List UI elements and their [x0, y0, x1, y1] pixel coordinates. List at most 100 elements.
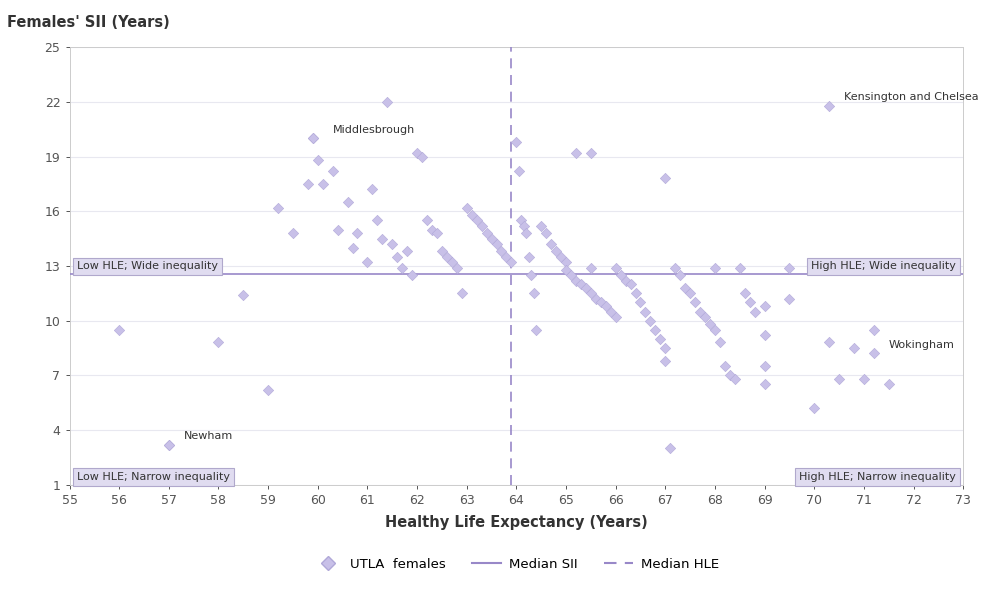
- Point: [508, 137, 524, 147]
- Point: [831, 374, 847, 384]
- Point: [717, 362, 733, 371]
- Point: [489, 239, 504, 249]
- Point: [742, 298, 758, 307]
- Point: [498, 252, 514, 262]
- Point: [608, 263, 624, 272]
- Point: [516, 221, 532, 230]
- Point: [757, 301, 773, 311]
- Point: [538, 228, 554, 238]
- Point: [521, 252, 537, 262]
- Point: [821, 337, 837, 347]
- Point: [846, 343, 862, 353]
- Point: [657, 343, 673, 353]
- Point: [757, 362, 773, 371]
- Point: [757, 379, 773, 389]
- Point: [633, 298, 648, 307]
- Point: [702, 320, 718, 329]
- Legend: UTLA  females, Median SII, Median HLE: UTLA females, Median SII, Median HLE: [308, 553, 725, 576]
- Point: [881, 379, 897, 389]
- Point: [176, 263, 192, 272]
- Point: [558, 258, 574, 267]
- Point: [553, 252, 569, 262]
- Point: [866, 325, 882, 335]
- Point: [628, 288, 643, 298]
- Point: [374, 234, 390, 243]
- Point: [454, 288, 470, 298]
- Point: [613, 270, 629, 280]
- Point: [707, 325, 723, 335]
- Point: [573, 280, 589, 289]
- Point: [558, 265, 574, 274]
- Point: [657, 174, 673, 183]
- Text: Middlesbrough: Middlesbrough: [333, 125, 415, 135]
- Point: [781, 294, 797, 304]
- Point: [652, 334, 668, 343]
- Text: Low HLE; Narrow inequality: Low HLE; Narrow inequality: [76, 472, 230, 482]
- Point: [593, 298, 609, 307]
- Point: [583, 263, 599, 272]
- Point: [523, 270, 539, 280]
- Point: [667, 263, 683, 272]
- Point: [484, 234, 499, 243]
- Point: [444, 258, 460, 267]
- Point: [737, 288, 753, 298]
- Point: [647, 325, 663, 335]
- Point: [662, 443, 678, 453]
- Point: [409, 148, 425, 158]
- Point: [533, 221, 549, 230]
- Point: [364, 184, 380, 194]
- Point: [657, 356, 673, 365]
- Point: [598, 301, 614, 311]
- Point: [856, 374, 872, 384]
- Point: [350, 228, 365, 238]
- Point: [638, 307, 653, 316]
- Point: [623, 280, 638, 289]
- Point: [310, 155, 326, 165]
- Point: [260, 385, 276, 395]
- Point: [568, 276, 584, 285]
- Point: [494, 246, 509, 256]
- Point: [642, 316, 658, 325]
- Point: [578, 283, 594, 293]
- Point: [757, 330, 773, 340]
- Point: [503, 258, 519, 267]
- Point: [692, 307, 708, 316]
- X-axis label: Healthy Life Expectancy (Years): Healthy Life Expectancy (Years): [385, 515, 647, 530]
- Point: [305, 134, 321, 143]
- Point: [568, 148, 584, 158]
- Point: [697, 312, 713, 322]
- Point: [727, 374, 743, 384]
- Point: [285, 228, 301, 238]
- Point: [618, 276, 634, 285]
- Point: [330, 225, 346, 234]
- Point: [583, 288, 599, 298]
- Text: Wokingham: Wokingham: [889, 340, 954, 350]
- Point: [340, 197, 355, 207]
- Point: [270, 203, 286, 212]
- Point: [821, 101, 837, 111]
- Point: [449, 263, 465, 272]
- Point: [528, 325, 544, 335]
- Text: Newham: Newham: [184, 431, 233, 441]
- Point: [394, 263, 410, 272]
- Point: [543, 239, 559, 249]
- Point: [603, 307, 619, 316]
- Point: [563, 270, 579, 280]
- Point: [474, 221, 490, 230]
- Point: [866, 349, 882, 358]
- Point: [672, 270, 688, 280]
- Point: [434, 246, 450, 256]
- Point: [518, 228, 534, 238]
- Point: [369, 216, 385, 225]
- Point: [111, 325, 127, 335]
- Point: [525, 288, 541, 298]
- Point: [732, 263, 748, 272]
- Point: [389, 252, 405, 262]
- Point: [548, 246, 564, 256]
- Point: [419, 216, 435, 225]
- Point: [806, 403, 822, 413]
- Point: [359, 258, 375, 267]
- Point: [161, 440, 177, 449]
- Point: [429, 228, 445, 238]
- Point: [235, 290, 251, 300]
